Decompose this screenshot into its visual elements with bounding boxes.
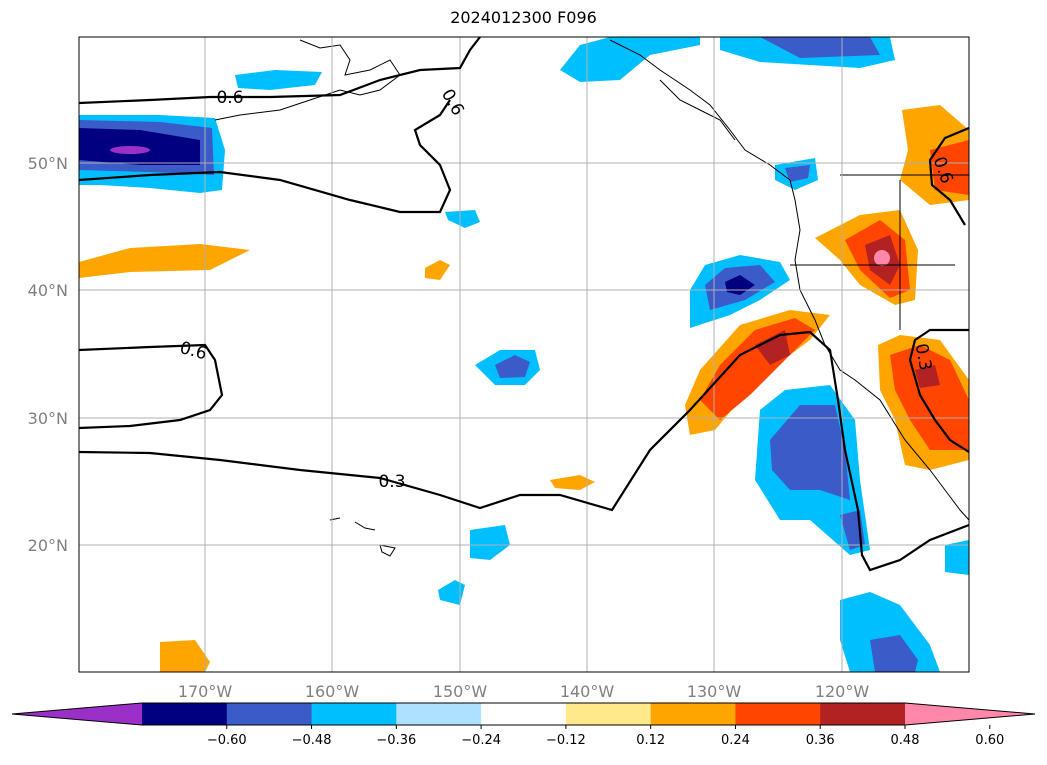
colorbar-tick-label: 0.12 <box>636 733 665 748</box>
colorbar-swatch <box>735 703 821 725</box>
colorbar-swatch <box>650 703 736 725</box>
lon-label: 130°W <box>687 682 742 701</box>
contour-label: 0.3 <box>378 472 405 492</box>
colorbar-extend-low <box>12 703 142 725</box>
colorbar-swatch <box>311 703 397 725</box>
colorbar: −0.60 −0.48 −0.36 −0.24 −0.12 0.12 0.24 0.36 0.4… <box>11 702 1036 748</box>
lat-label: 30°N <box>28 409 68 428</box>
lon-label: 160°W <box>305 682 360 701</box>
colorbar-tick-label: 0.36 <box>806 733 835 748</box>
contour-lines <box>78 36 970 572</box>
lon-label: 140°W <box>560 682 615 701</box>
colorbar-swatch <box>226 703 313 725</box>
gridlines <box>79 37 969 672</box>
colorbar-swatch <box>820 703 906 725</box>
colorbar-swatch <box>565 703 652 725</box>
contour-label: 0.6 <box>216 88 243 108</box>
longitude-labels: 170°W 160°W 150°W 140°W 130°W 120°W <box>178 682 870 701</box>
colorbar-tick-label: 0.60 <box>975 733 1004 748</box>
map-frame <box>78 36 970 673</box>
colorbar-extend-high <box>905 703 1035 725</box>
contour-label: 0.3 <box>911 342 935 372</box>
colorbar-tick-label: 0.48 <box>891 733 920 748</box>
colorbar-swatch <box>142 703 228 725</box>
lon-label: 150°W <box>433 682 488 701</box>
colorbar-tick-label: −0.48 <box>292 733 332 748</box>
map-panel: 0.6 0.6 0.6 0.6 0.3 0.3 <box>78 36 970 673</box>
lat-label: 20°N <box>28 536 68 555</box>
latitude-labels: 50°N 40°N 30°N 20°N <box>28 154 68 555</box>
colorbar-tick-label: 0.24 <box>721 733 750 748</box>
colorbar-swatch <box>396 703 482 725</box>
colorbar-tick-label: −0.36 <box>376 733 416 748</box>
shading-layer <box>79 37 969 672</box>
colorbar-outline <box>11 702 1036 726</box>
lat-label: 40°N <box>28 281 68 300</box>
colorbar-swatch <box>481 703 567 725</box>
lon-label: 120°W <box>815 682 870 701</box>
lat-label: 50°N <box>28 154 68 173</box>
lon-label: 170°W <box>178 682 233 701</box>
colorbar-tick-label: −0.60 <box>207 733 247 748</box>
colorbar-tick-label: −0.12 <box>546 733 586 748</box>
colorbar-tick-label: −0.24 <box>461 733 501 748</box>
map-title: 2024012300 F096 <box>450 8 597 27</box>
